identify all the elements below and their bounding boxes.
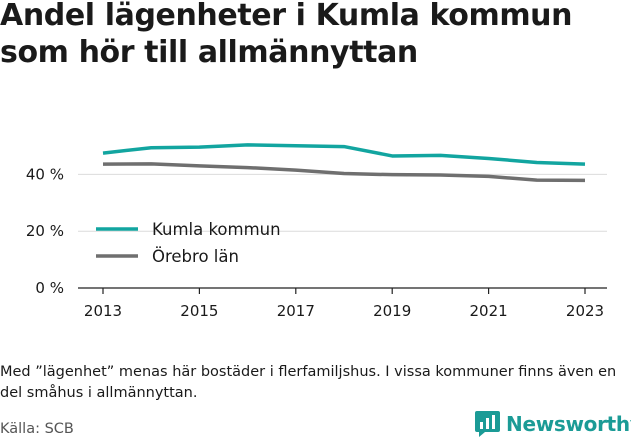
line-chart: 0 % 20 % 40 % 2013 2015 2017 2019 2021 2023 Kum… <box>26 143 607 320</box>
newsworthy-logo[interactable]: Newsworthy <box>475 409 631 439</box>
newsworthy-chart-bubble-icon <box>475 411 500 437</box>
legend-label-orebro-lan: Örebro län <box>152 247 239 266</box>
y-tick-label: 40 % <box>26 165 64 183</box>
x-tick-label: 2013 <box>84 302 122 320</box>
y-tick-label: 20 % <box>26 222 64 240</box>
x-axis: 2013 2015 2017 2019 2021 2023 <box>78 287 607 320</box>
x-tick-label: 2015 <box>180 302 218 320</box>
x-tick-label: 2019 <box>373 302 411 320</box>
x-tick-label: 2023 <box>566 302 604 320</box>
series-lines <box>102 143 586 183</box>
x-tick-label: 2017 <box>277 302 315 320</box>
series-line-orebro-lan <box>102 162 586 183</box>
chart-title-line-1: Andel lägenheter i Kumla kommun <box>0 0 573 33</box>
source-label: Källa: SCB <box>0 421 74 437</box>
chart-title: Andel lägenheter i Kumla kommun som hör … <box>0 0 631 71</box>
legend-label-kumla-kommun: Kumla kommun <box>152 220 281 239</box>
chart-title-line-2: som hör till allmännyttan <box>0 35 418 70</box>
footnote: Med ”lägenhet” menas här bostäder i fler… <box>0 364 617 401</box>
y-axis-tick-labels: 0 % 20 % 40 % <box>26 165 64 297</box>
legend: Kumla kommun Örebro län <box>96 220 281 266</box>
x-tick-label: 2021 <box>470 302 508 320</box>
y-tick-label: 0 % <box>35 279 64 297</box>
series-line-kumla-kommun <box>102 143 586 166</box>
newsworthy-brand-name: Newsworthy <box>506 412 631 436</box>
